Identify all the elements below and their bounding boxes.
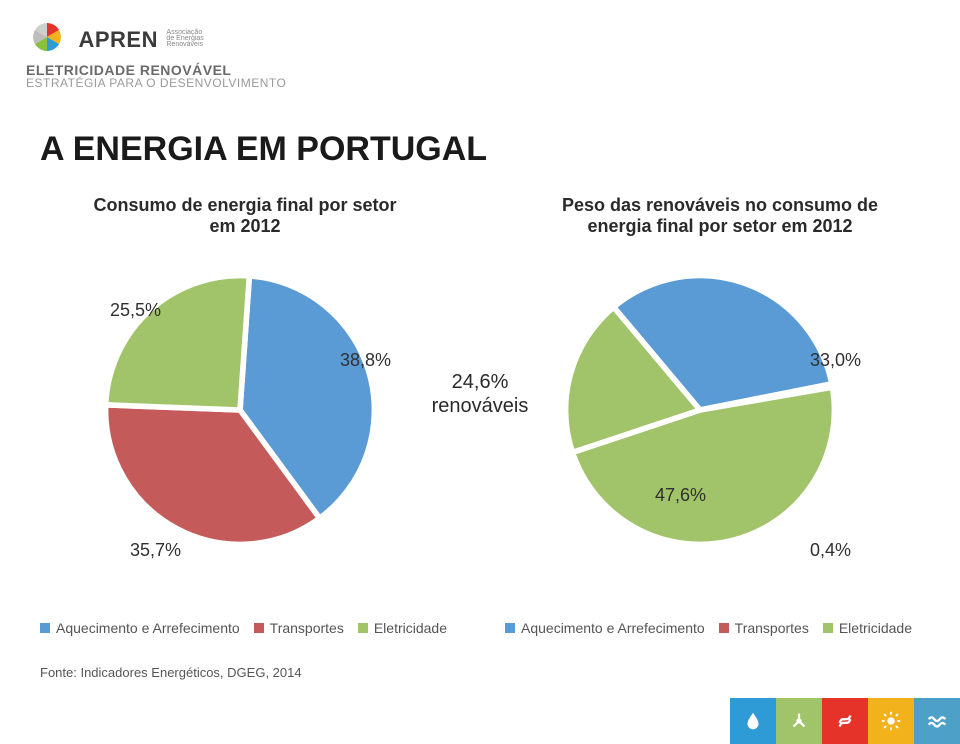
slice-percent-label: 35,7%: [130, 540, 181, 561]
brand-name: APREN: [78, 27, 158, 53]
legend-item: Aquecimento e Arrefecimento: [40, 620, 240, 636]
legend-swatch: [358, 623, 368, 633]
slice-percent-label: 33,0%: [810, 350, 861, 371]
center-word: renováveis: [432, 394, 529, 418]
legend-item: Eletricidade: [823, 620, 912, 636]
legend-swatch: [505, 623, 515, 633]
pie-slice: [106, 276, 250, 410]
legend-swatch: [40, 623, 50, 633]
slice-percent-label: 47,6%: [655, 485, 706, 506]
legend-item: Aquecimento e Arrefecimento: [505, 620, 705, 636]
brand-logo-icon: [26, 16, 68, 63]
legend-item: Transportes: [719, 620, 809, 636]
slice-percent-label: 25,5%: [110, 300, 161, 321]
subheader-line2: ESTRATÉGIA PARA O DESENVOLVIMENTO: [26, 76, 286, 90]
wave-icon: [914, 698, 960, 744]
page-title: A ENERGIA EM PORTUGAL: [40, 130, 487, 169]
legend-label: Aquecimento e Arrefecimento: [56, 620, 240, 636]
pie-chart-right: 33,0%0,4%47,6%: [560, 270, 840, 550]
droplet-icon: [730, 698, 776, 744]
chart-left-title: Consumo de energia final por setor em 20…: [80, 195, 410, 237]
sun-icon: [868, 698, 914, 744]
legend-item: Eletricidade: [358, 620, 447, 636]
brand-logo-text: APREN: [78, 27, 158, 53]
legend-item: Transportes: [254, 620, 344, 636]
brand-tagline: Associação de Energias Renováveis: [166, 31, 203, 49]
slice-percent-label: 0,4%: [810, 540, 851, 561]
legend-label: Aquecimento e Arrefecimento: [521, 620, 705, 636]
source-footnote: Fonte: Indicadores Energéticos, DGEG, 20…: [40, 665, 302, 680]
wind-icon: [776, 698, 822, 744]
legend-swatch: [823, 623, 833, 633]
center-percent: 24,6%: [432, 370, 529, 394]
slice-percent-label: 38,8%: [340, 350, 391, 371]
brand-subheader: ELETRICIDADE RENOVÁVEL ESTRATÉGIA PARA O…: [26, 62, 286, 90]
legend-swatch: [719, 623, 729, 633]
brand-header: APREN Associação de Energias Renováveis: [26, 16, 204, 63]
legend-swatch: [254, 623, 264, 633]
pie-chart-left: 38,8%35,7%25,5%: [100, 270, 380, 550]
legend-label: Eletricidade: [839, 620, 912, 636]
chart-right-title: Peso das renováveis no consumo de energi…: [530, 195, 910, 237]
center-renewables-text: 24,6% renováveis: [432, 370, 529, 418]
pie-right-svg: [560, 270, 840, 550]
footer-icon-strip: [730, 698, 960, 744]
legend-label: Transportes: [270, 620, 344, 636]
legend-left: Aquecimento e Arrefecimento Transportes El…: [40, 620, 447, 636]
geo-icon: [822, 698, 868, 744]
legend-right: Aquecimento e Arrefecimento Transportes El…: [505, 620, 912, 636]
legend-label: Eletricidade: [374, 620, 447, 636]
legend-label: Transportes: [735, 620, 809, 636]
